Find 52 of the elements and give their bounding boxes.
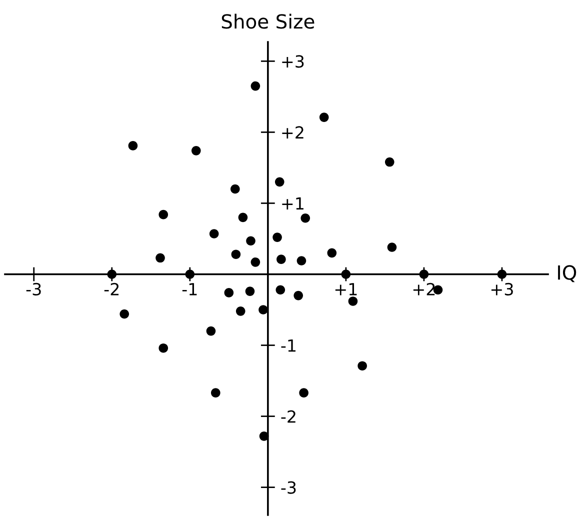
x-tick-label: -2 (104, 282, 119, 296)
point (387, 242, 397, 252)
x-tick-label: -3 (26, 282, 41, 296)
point (250, 258, 260, 267)
point (327, 248, 337, 258)
point (224, 288, 234, 298)
point (209, 229, 219, 238)
y-tick-label: +1 (282, 197, 304, 210)
point (191, 146, 201, 156)
x-tick-label: +1 (335, 283, 357, 296)
point (236, 306, 246, 316)
point (384, 157, 394, 167)
point (319, 112, 329, 122)
point (258, 305, 268, 314)
point (206, 326, 216, 336)
point (276, 254, 286, 264)
point (259, 432, 269, 441)
point (274, 177, 284, 187)
point (294, 290, 304, 300)
point (341, 270, 351, 279)
point (107, 270, 117, 279)
point (245, 286, 255, 296)
y-tick-label: -3 (281, 481, 296, 494)
point (272, 232, 282, 242)
point (419, 270, 429, 279)
point (210, 388, 220, 398)
point (358, 361, 367, 371)
point (497, 270, 507, 279)
point (246, 236, 256, 246)
x-tick-label: +3 (491, 282, 513, 296)
y-axis-title: Shoe Size (222, 14, 314, 29)
point (158, 343, 168, 353)
x-tick-label: -1 (182, 283, 197, 296)
point (276, 285, 286, 295)
x-axis-title: IQ (558, 265, 576, 282)
y-tick-label: -2 (281, 410, 296, 423)
y-tick-label: +2 (282, 126, 304, 139)
point (230, 184, 240, 194)
y-tick-label: +3 (282, 55, 304, 68)
point (238, 212, 248, 222)
point (158, 210, 168, 220)
point (128, 141, 138, 150)
point (156, 253, 165, 263)
point (120, 309, 130, 319)
point (300, 213, 310, 223)
point (348, 296, 358, 306)
point (231, 250, 241, 260)
point (185, 270, 195, 279)
point (299, 388, 308, 398)
y-tick-label: -1 (281, 339, 296, 352)
point (296, 256, 306, 266)
point (250, 81, 260, 91)
